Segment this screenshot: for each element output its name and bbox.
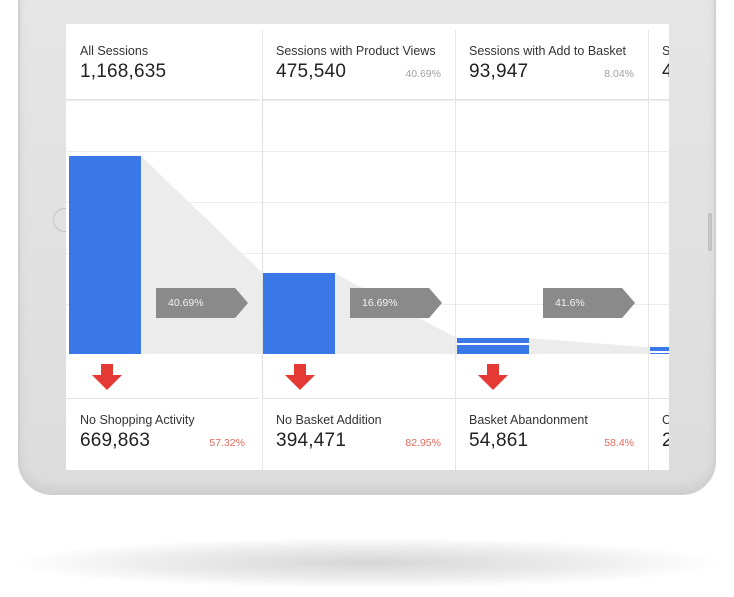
dropoff-card-no-shopping[interactable]: No Shopping Activity 669,863 57.32%: [66, 398, 259, 470]
stage-value: 93,947: [469, 61, 529, 82]
device-floor-shadow: [18, 538, 716, 588]
tablet-side-button: [708, 213, 712, 251]
stage-pct: 40.69%: [405, 68, 441, 80]
column-divider: [648, 30, 649, 470]
stage-label: Sessions with Product Views: [276, 44, 436, 58]
gridline: [66, 100, 669, 101]
dropoff-card-basket-abandonment[interactable]: Basket Abandonment 54,861 58.4%: [455, 398, 648, 470]
dropoff-card-no-basket[interactable]: No Basket Addition 394,471 82.95%: [262, 398, 455, 470]
conversion-rate-pill: 40.69%: [156, 288, 248, 318]
dropoff-value: 669,863: [80, 430, 151, 451]
bar-stripe: [650, 351, 669, 354]
gridline: [66, 202, 669, 203]
drop-off-arrow-icon: [478, 364, 508, 390]
stage-value: 4: [662, 61, 669, 82]
stage-pct: 8.04%: [604, 68, 634, 80]
stage-card-next[interactable]: S 4: [648, 30, 669, 100]
funnel-dashboard: All Sessions 1,168,635 Sessions with Pro…: [66, 24, 669, 470]
funnel-bar-add-to-basket[interactable]: [457, 338, 529, 354]
stage-value: 1,168,635: [80, 61, 167, 82]
stage-card-add-to-basket[interactable]: Sessions with Add to Basket 93,947 8.04%: [455, 30, 648, 100]
dropoff-value: 54,861: [469, 430, 529, 451]
column-divider: [455, 30, 456, 470]
drop-off-arrow-icon: [92, 364, 122, 390]
drop-off-arrow-icon: [285, 364, 315, 390]
conversion-rate-pill: 41.6%: [543, 288, 635, 318]
stage-label: All Sessions: [80, 44, 149, 58]
funnel-shade-0: [141, 156, 263, 354]
funnel-shade-2: [529, 338, 650, 354]
dropoff-pct: 57.32%: [209, 437, 245, 449]
funnel-bar-next[interactable]: [650, 347, 669, 354]
dropoff-value: 2: [662, 430, 669, 451]
stage-card-all-sessions[interactable]: All Sessions 1,168,635: [66, 30, 259, 100]
gridline: [66, 151, 669, 152]
tablet-screen: All Sessions 1,168,635 Sessions with Pro…: [66, 24, 669, 470]
dropoff-label: Basket Abandonment: [469, 413, 588, 427]
dropoff-value: 394,471: [276, 430, 347, 451]
dropoff-card-next[interactable]: C 2: [648, 398, 669, 470]
column-divider-dashed: [262, 100, 263, 398]
bar-stripe: [457, 343, 529, 346]
stage-label: Sessions with Add to Basket: [469, 44, 627, 58]
stage-value: 475,540: [276, 61, 347, 82]
funnel-bar-product-views[interactable]: [263, 273, 335, 354]
dropoff-label: No Shopping Activity: [80, 413, 195, 427]
dropoff-pct: 58.4%: [604, 437, 634, 449]
funnel-bar-all-sessions[interactable]: [69, 156, 141, 354]
stage-label: S: [662, 44, 669, 58]
dropoff-label: C: [662, 413, 669, 427]
conversion-rate-pill: 16.69%: [350, 288, 442, 318]
dropoff-label: No Basket Addition: [276, 413, 382, 427]
dropoff-pct: 82.95%: [405, 437, 441, 449]
gridline: [66, 253, 669, 254]
stage-card-product-views[interactable]: Sessions with Product Views 475,540 40.6…: [262, 30, 455, 100]
